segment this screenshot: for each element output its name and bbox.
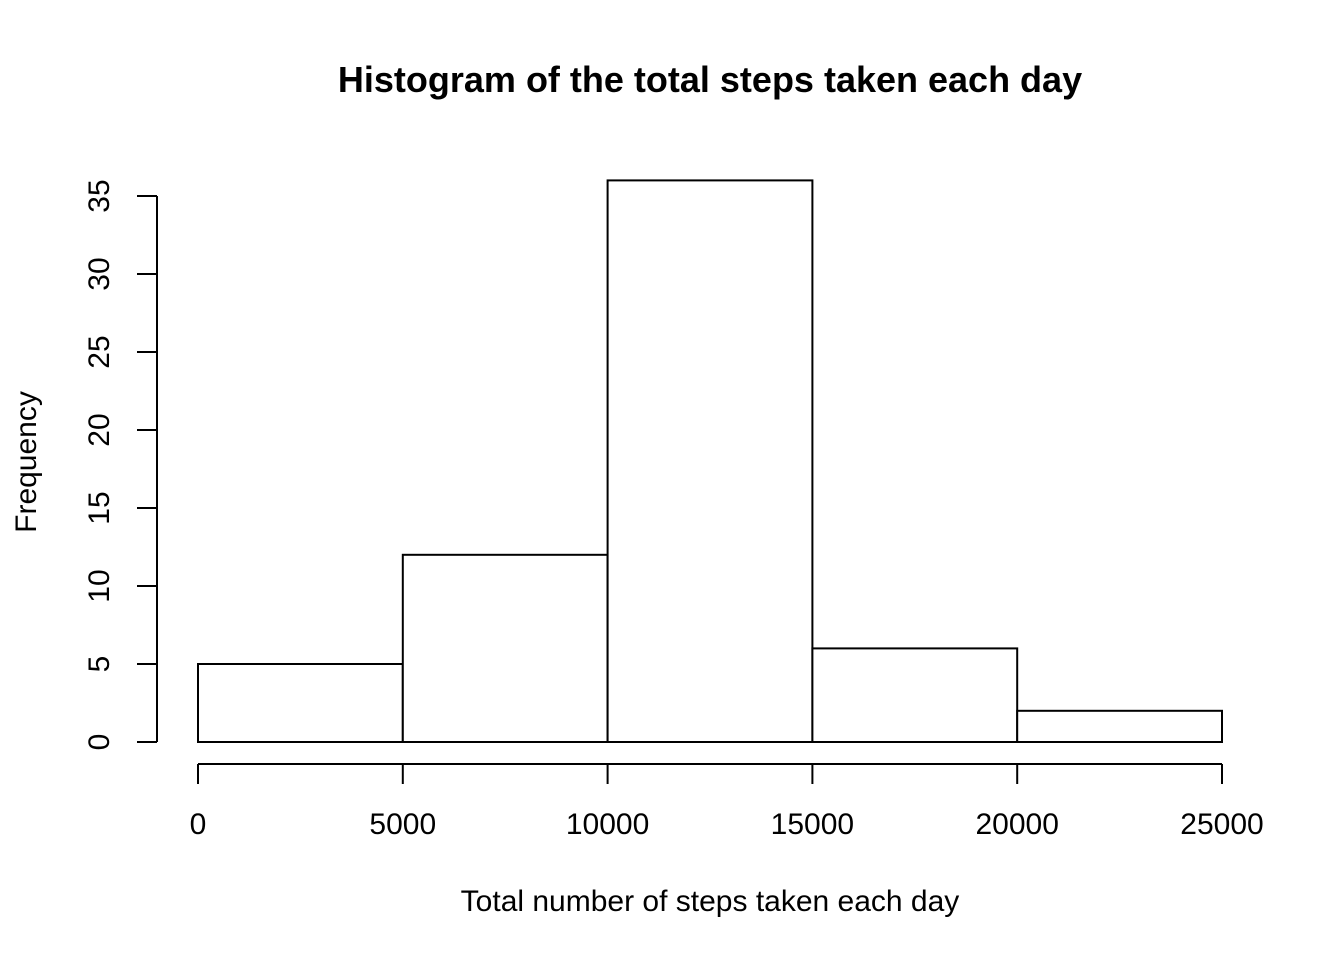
histogram-bar-2 bbox=[606, 179, 814, 743]
y-axis: 0 5 10 15 20 25 30 35 bbox=[83, 179, 158, 751]
x-tick-label-1: 5000 bbox=[369, 808, 436, 841]
x-tick-label-0: 0 bbox=[190, 808, 207, 841]
y-axis-label: Frequency bbox=[10, 391, 43, 533]
y-tick-label-6: 30 bbox=[83, 257, 116, 290]
histogram-bar-3 bbox=[811, 647, 1019, 744]
bars-group bbox=[197, 179, 1224, 744]
y-tick-label-5: 25 bbox=[83, 335, 116, 368]
histogram-bar-0 bbox=[197, 663, 404, 743]
chart-title: Histogram of the total steps taken each … bbox=[338, 59, 1082, 100]
x-axis-label: Total number of steps taken each day bbox=[461, 885, 960, 918]
y-tick-label-4: 20 bbox=[83, 413, 116, 446]
histogram-bar-4 bbox=[1016, 709, 1224, 743]
y-tick-label-7: 35 bbox=[83, 179, 116, 212]
y-tick-label-3: 15 bbox=[83, 491, 116, 524]
x-tick-label-2: 10000 bbox=[566, 808, 649, 841]
x-tick-label-5: 25000 bbox=[1180, 808, 1263, 841]
x-tick-label-3: 15000 bbox=[771, 808, 854, 841]
y-tick-label-0: 0 bbox=[83, 734, 116, 751]
histogram-bar-1 bbox=[401, 553, 609, 743]
x-tick-label-4: 20000 bbox=[975, 808, 1058, 841]
x-axis: 0 5000 10000 15000 20000 25000 bbox=[190, 763, 1264, 841]
y-tick-label-1: 5 bbox=[83, 656, 116, 673]
y-tick-label-2: 10 bbox=[83, 569, 116, 602]
